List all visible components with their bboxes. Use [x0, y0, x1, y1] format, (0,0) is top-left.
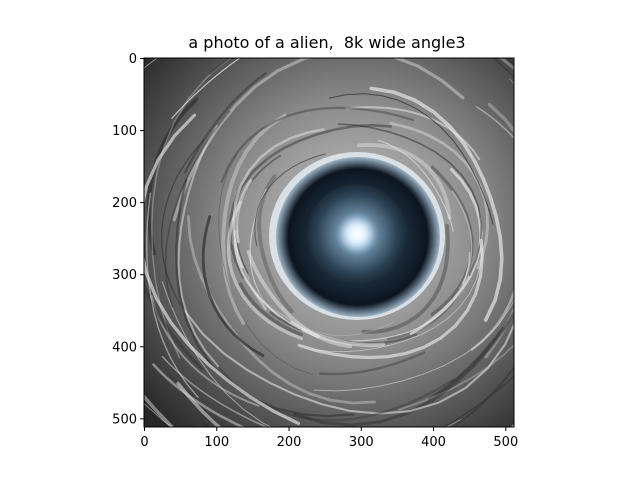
y-tick-label: 0	[129, 52, 137, 67]
x-tick-label: 500	[493, 435, 518, 450]
axes-frame	[143, 57, 515, 428]
x-tick-label: 400	[421, 435, 446, 450]
y-tick-label: 400	[112, 340, 137, 355]
alien-tunnel-image	[144, 58, 514, 427]
plot-title: a photo of a alien, 8k wide angle3	[188, 33, 466, 52]
x-tick-label: 300	[349, 435, 374, 450]
x-tick-label: 200	[277, 435, 302, 450]
x-tick-label: 0	[140, 435, 148, 450]
x-tick-label: 100	[204, 435, 229, 450]
y-tick-label: 500	[112, 412, 137, 427]
y-tick-label: 200	[112, 196, 137, 211]
y-tick-label: 300	[112, 268, 137, 283]
x-axis: 0 100 200 300 400 500	[140, 427, 518, 450]
y-tick-label: 100	[112, 124, 137, 139]
y-axis: 0 100 200 300 400 500	[112, 52, 144, 427]
